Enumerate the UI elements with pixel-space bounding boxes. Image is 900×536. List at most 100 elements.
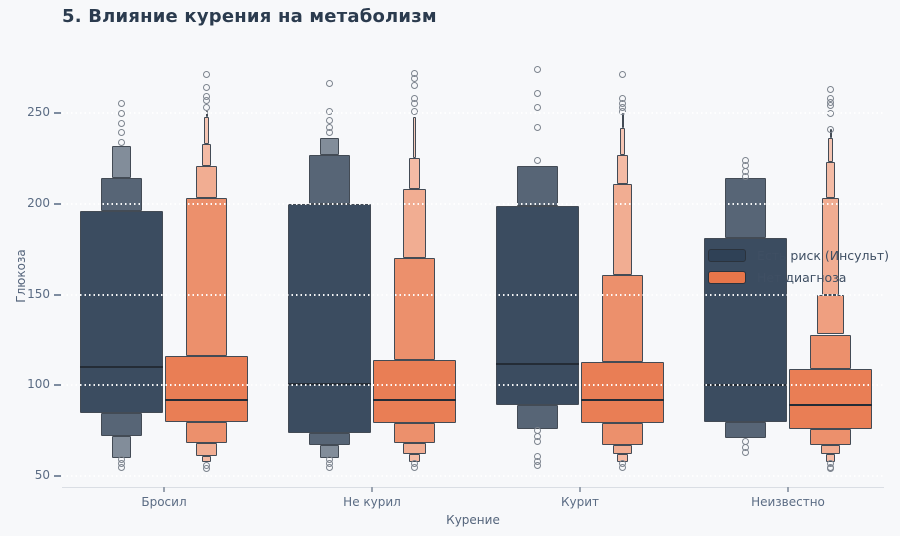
outlier-point [118, 120, 125, 128]
legend-item-risk: Есть риск (Инсульт) [708, 248, 889, 263]
boxen-box [724, 178, 767, 239]
boxen-box [621, 113, 624, 128]
outlier-point [326, 116, 333, 124]
median-line [496, 362, 579, 365]
y-tick-mark [54, 112, 61, 115]
boxen-box [319, 138, 340, 155]
y-axis-label: Глюкоза [14, 249, 28, 303]
boxen-box [409, 158, 420, 190]
boxen-box [185, 198, 228, 357]
median-line [373, 398, 456, 401]
median-line [80, 366, 163, 369]
outlier-point [534, 65, 541, 73]
outlier-point [411, 100, 418, 108]
gridline [62, 112, 884, 115]
outlier-point [411, 463, 418, 471]
boxen-box [809, 428, 852, 446]
boxen-box [201, 143, 212, 166]
outlier-point [203, 84, 210, 92]
outlier-point [203, 104, 210, 112]
outlier-point [326, 129, 333, 137]
boxen-box [581, 361, 664, 424]
boxen-box [724, 421, 767, 438]
boxen-box [195, 165, 218, 199]
x-tick-mark [787, 487, 789, 492]
boxen-box [195, 443, 218, 457]
x-tick-label: Неизвестно [751, 495, 825, 509]
outlier-point [827, 109, 834, 117]
boxen-box [617, 154, 628, 184]
boxen-box [612, 183, 633, 275]
outlier-point [534, 461, 541, 469]
boxen-box [825, 162, 836, 199]
boxen-box [393, 258, 436, 360]
y-tick-mark [54, 475, 61, 478]
outlier-point [203, 465, 210, 473]
legend-label-risk: Есть риск (Инсульт) [757, 248, 890, 263]
boxen-box [111, 145, 132, 179]
y-tick-mark [54, 384, 61, 387]
outlier-point [619, 463, 626, 471]
boxen-box [516, 405, 559, 429]
y-tick-label: 50 [34, 468, 50, 483]
y-tick-label: 100 [27, 377, 50, 392]
outlier-point [118, 138, 125, 146]
x-tick-mark [163, 487, 165, 492]
y-tick-mark [54, 293, 61, 296]
boxen-box [308, 154, 351, 204]
legend-item-no-diagnosis: Нет диагноза [708, 270, 889, 285]
outlier-point [203, 71, 210, 79]
x-tick-label: Не курил [343, 495, 401, 509]
outlier-point [619, 71, 626, 79]
boxen-box [704, 238, 787, 422]
boxen-box [100, 178, 143, 212]
boxen-box [516, 165, 559, 206]
outlier-point [827, 102, 834, 110]
chart-title: 5. Влияние курения на метаболизм [62, 6, 437, 27]
outlier-point [742, 449, 749, 456]
gridline [62, 475, 884, 478]
outlier-point [411, 75, 418, 83]
boxen-box [201, 456, 212, 462]
boxen-box [601, 274, 644, 362]
outlier-point [534, 104, 541, 112]
legend: Есть риск (Инсульт) Нет диагноза [708, 248, 889, 292]
outlier-point [118, 109, 125, 117]
boxen-box [288, 203, 371, 433]
y-tick-label: 250 [27, 105, 50, 120]
outlier-point [411, 107, 418, 115]
boxen-box [185, 421, 228, 444]
outlier-point [742, 173, 749, 181]
x-axis-spine [62, 487, 884, 488]
x-axis-label: Курение [446, 513, 500, 527]
outlier-point [326, 80, 333, 88]
median-line [165, 398, 248, 401]
boxen-box [601, 423, 644, 446]
boxen-box [413, 116, 416, 159]
legend-label-no-diagnosis: Нет диагноза [757, 270, 847, 285]
x-tick-mark [579, 487, 581, 492]
outlier-point [203, 96, 210, 104]
median-line [789, 404, 872, 407]
boxen-box [111, 436, 132, 458]
boxen-box [620, 127, 625, 155]
outlier-point [534, 124, 541, 132]
median-line [581, 398, 664, 401]
boxen-box [809, 334, 852, 369]
boxen-box [612, 445, 633, 455]
boxen-box [403, 443, 426, 455]
outlier-point [534, 156, 541, 164]
boxen-box [205, 111, 208, 117]
legend-swatch-risk [708, 249, 746, 262]
boxen-box [373, 359, 456, 424]
boxen-box [204, 116, 209, 144]
outlier-point [118, 100, 125, 108]
outlier-point [534, 438, 541, 446]
boxen-box [789, 368, 872, 429]
outlier-point [534, 89, 541, 97]
outlier-point [827, 85, 834, 93]
boxen-box [828, 138, 833, 163]
legend-swatch-no-diagnosis [708, 271, 746, 284]
boxen-box [403, 189, 426, 259]
